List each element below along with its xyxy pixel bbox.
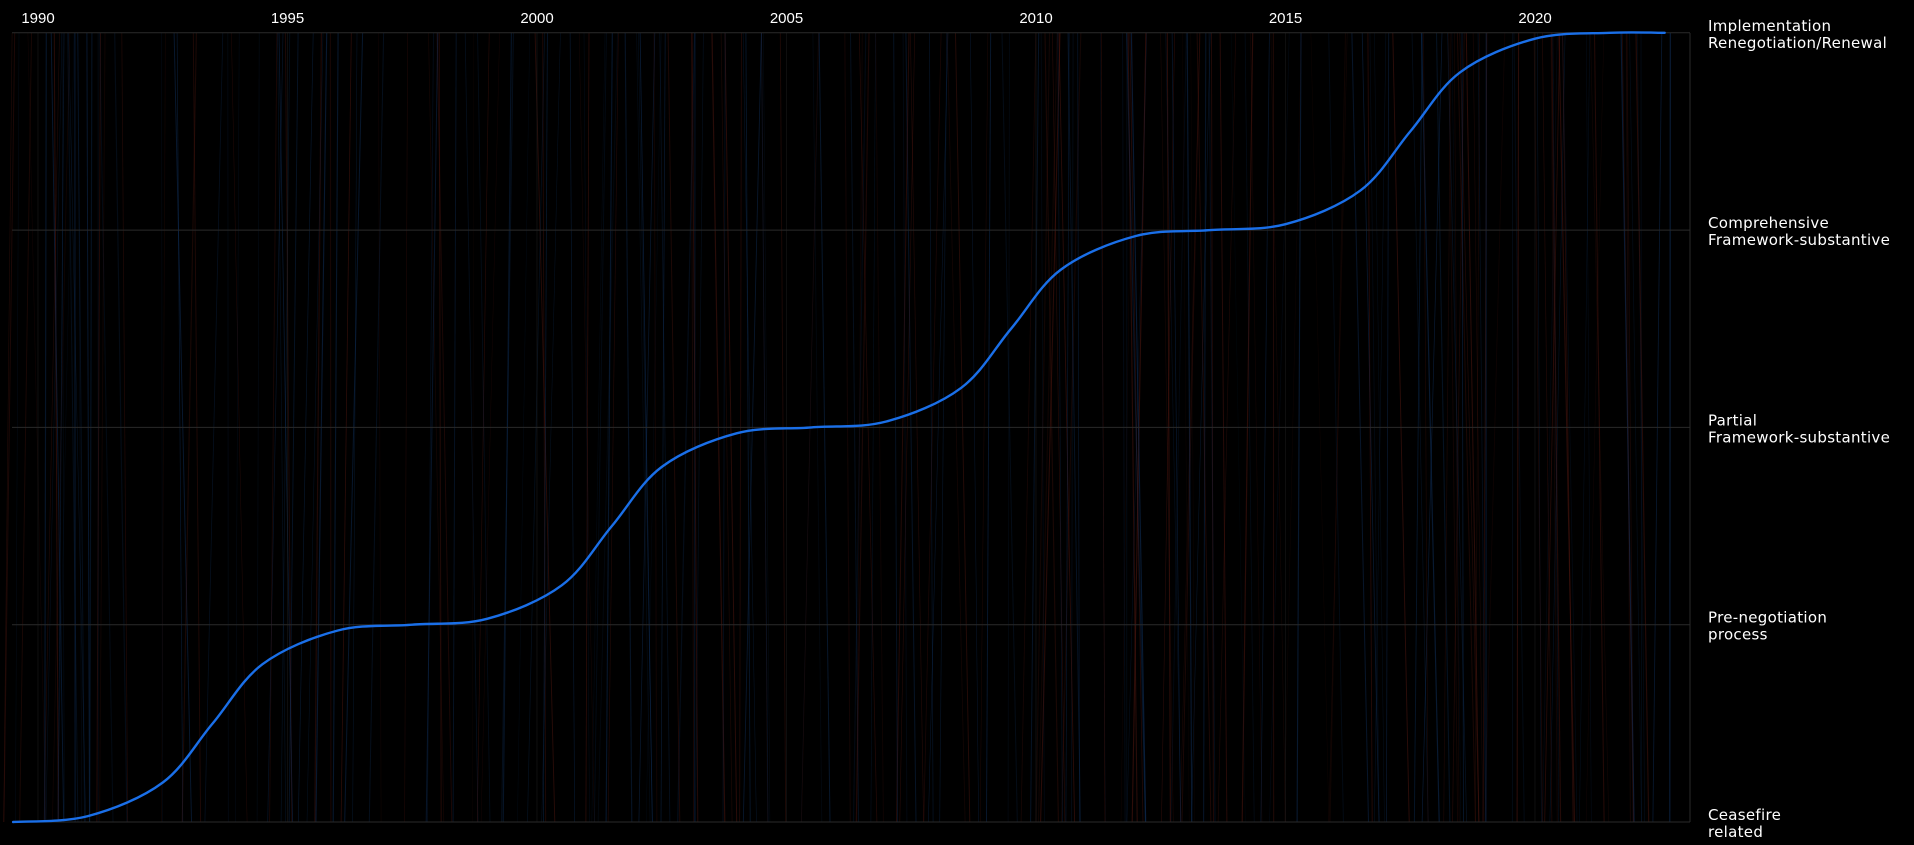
y-tick-label-line: Ceasefire: [1708, 806, 1781, 824]
x-tick-label: 2010: [1019, 10, 1052, 27]
x-tick-label: 2005: [770, 10, 803, 27]
y-tick-label-line: Partial: [1708, 411, 1757, 429]
y-tick-label-line: Framework-substantive: [1708, 231, 1890, 249]
y-tick-label-line: process: [1708, 626, 1768, 644]
y-tick-label-line: Implementation: [1708, 17, 1831, 35]
x-tick-label: 2015: [1269, 10, 1302, 27]
x-tick-label: 2020: [1518, 10, 1551, 27]
series-line: [11, 31, 1666, 824]
background-trace: [3, 32, 13, 823]
y-tick-label-line: Renegotiation/Renewal: [1708, 34, 1887, 52]
y-tick-label-line: Framework-substantive: [1708, 428, 1890, 446]
x-tick-label: 1990: [21, 10, 54, 27]
series-layer: [11, 31, 1666, 824]
y-tick-label-line: Pre-negotiation: [1708, 609, 1827, 627]
y-tick-label-line: Comprehensive: [1708, 214, 1829, 232]
background-trace: [3, 32, 16, 823]
x-axis: 1990 1995 2000 2005 2010 2015 2020: [21, 10, 1551, 27]
x-tick-label: 2000: [520, 10, 553, 27]
x-tick-label: 1995: [271, 10, 304, 27]
y-tick-label-line: related: [1708, 823, 1763, 841]
